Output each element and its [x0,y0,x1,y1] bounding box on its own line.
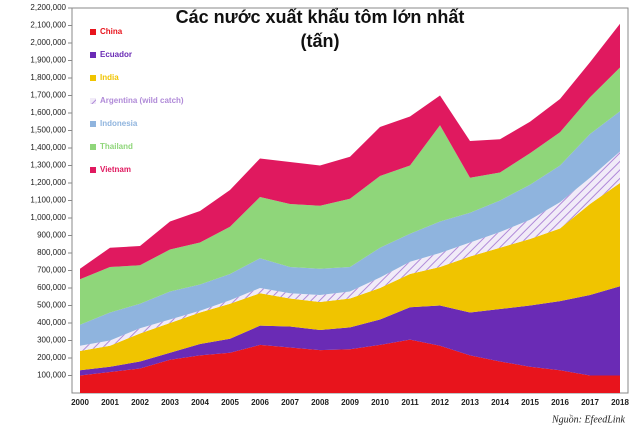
y-tick-label: 2,200,000 [30,3,66,12]
y-tick-label: 1,500,000 [30,126,66,135]
legend-label: China [100,27,123,36]
legend-label: Indonesia [100,119,138,128]
legend-swatch [90,144,96,150]
legend-label: India [100,73,119,82]
x-tick-label: 2018 [611,398,629,407]
y-tick-label: 1,100,000 [30,196,66,205]
legend-swatch [90,98,96,104]
area [80,286,620,376]
legend-label: Ecuador [100,50,132,59]
source-note: Nguồn: EfeedLink [551,414,626,425]
y-tick-label: 1,600,000 [30,108,66,117]
y-tick-label: 900,000 [37,231,66,240]
chart-title: Các nước xuất khẩu tôm lớn nhất [176,7,465,27]
y-tick-label: 1,400,000 [30,143,66,152]
x-tick-label: 2008 [311,398,329,407]
area [80,183,620,371]
y-tick-label: 1,300,000 [30,161,66,170]
x-tick-label: 2010 [371,398,389,407]
y-tick-label: 200,000 [37,353,66,362]
area [80,151,620,351]
chart-title: (tấn) [301,31,340,51]
x-tick-label: 2016 [551,398,569,407]
y-tick-label: 600,000 [37,283,66,292]
x-tick-label: 2009 [341,398,359,407]
y-tick-label: 300,000 [37,336,66,345]
area [80,339,620,393]
x-tick-label: 2005 [221,398,239,407]
x-tick-label: 2003 [161,398,179,407]
x-tick-label: 2000 [71,398,89,407]
area [80,23,620,280]
x-tick-label: 2012 [431,398,449,407]
y-tick-label: 1,700,000 [30,91,66,100]
y-tick-label: 1,200,000 [30,178,66,187]
legend-swatch [90,75,96,81]
y-tick-label: 700,000 [37,266,66,275]
legend-swatch [90,121,96,127]
y-tick-label: 800,000 [37,248,66,257]
y-tick-label: 1,900,000 [30,56,66,65]
x-tick-label: 2004 [191,398,209,407]
x-tick-label: 2017 [581,398,599,407]
x-tick-label: 2007 [281,398,299,407]
area [80,67,620,325]
x-tick-label: 2014 [491,398,509,407]
x-tick-label: 2002 [131,398,149,407]
legend-label: Thailand [100,142,133,151]
legend-swatch [90,52,96,58]
y-tick-label: 100,000 [37,371,66,380]
x-tick-label: 2015 [521,398,539,407]
legend-label: Vietnam [100,165,131,174]
y-tick-label: 2,000,000 [30,38,66,47]
x-tick-label: 2006 [251,398,269,407]
legend-label: Argentina (wild catch) [100,96,184,105]
legend-swatch [90,29,96,35]
x-tick-label: 2013 [461,398,479,407]
y-tick-label: 1,800,000 [30,73,66,82]
y-tick-label: 1,000,000 [30,213,66,222]
legend-swatch [90,167,96,173]
y-tick-label: 2,100,000 [30,21,66,30]
area [80,111,620,346]
x-tick-label: 2001 [101,398,119,407]
y-tick-label: 400,000 [37,318,66,327]
y-tick-label: 500,000 [37,301,66,310]
x-tick-label: 2011 [401,398,419,407]
